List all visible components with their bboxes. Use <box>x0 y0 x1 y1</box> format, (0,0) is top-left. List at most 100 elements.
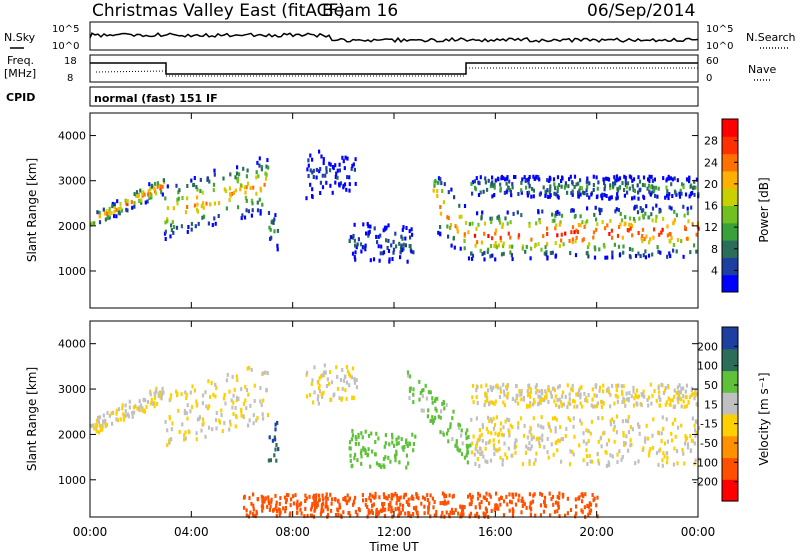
data-cell <box>351 395 354 400</box>
data-cell <box>637 251 640 256</box>
data-cell <box>387 507 390 512</box>
data-cell <box>520 188 523 193</box>
data-cell <box>585 428 588 433</box>
data-cell <box>478 181 481 186</box>
data-cell <box>584 492 587 497</box>
data-cell <box>409 386 412 391</box>
data-cell <box>411 494 414 499</box>
data-cell <box>248 496 251 501</box>
data-cell <box>252 492 255 497</box>
data-cell <box>511 425 514 430</box>
data-cell <box>470 502 473 506</box>
data-cell <box>514 444 518 449</box>
data-cell <box>599 208 602 213</box>
data-cell <box>660 230 663 235</box>
data-cell <box>520 213 523 218</box>
data-cell <box>547 385 550 390</box>
data-cell <box>613 439 616 444</box>
data-cell <box>690 393 693 397</box>
data-cell <box>326 507 329 512</box>
data-cell <box>148 182 151 187</box>
data-cell <box>614 209 617 214</box>
data-cell <box>115 417 118 422</box>
data-cell <box>527 180 530 185</box>
data-cell <box>652 235 655 240</box>
data-cell <box>554 211 558 215</box>
data-cell <box>268 507 271 512</box>
data-cell <box>390 505 393 510</box>
data-cell <box>623 443 626 447</box>
data-cell <box>262 398 265 403</box>
data-cell <box>198 415 202 420</box>
data-cell <box>138 198 141 203</box>
data-cell <box>372 502 375 507</box>
data-cell <box>480 214 483 219</box>
data-cell <box>398 460 401 465</box>
data-cell <box>404 243 407 248</box>
data-cell <box>243 185 246 190</box>
data-cell <box>624 215 627 220</box>
data-cell <box>530 246 533 251</box>
data-cell <box>616 188 619 193</box>
data-cell <box>591 397 594 402</box>
data-cell <box>589 502 593 507</box>
data-cell <box>677 390 680 395</box>
data-cell <box>439 415 442 420</box>
nave-tick-bottom: 0 <box>706 73 712 84</box>
data-cell <box>354 509 357 514</box>
data-cell <box>662 216 665 221</box>
data-cell <box>405 226 408 230</box>
data-cell <box>518 389 521 394</box>
data-cell <box>310 504 313 509</box>
data-cell <box>110 211 113 216</box>
data-cell <box>516 401 519 406</box>
data-cell <box>691 416 694 421</box>
data-cell <box>673 388 676 393</box>
data-cell <box>533 400 536 405</box>
data-cell <box>656 194 659 199</box>
data-cell <box>484 176 487 181</box>
data-cell <box>139 403 143 408</box>
data-cell <box>447 216 450 220</box>
beam-label: Beam 16 <box>322 1 398 21</box>
data-cell <box>364 451 367 456</box>
data-cell <box>615 430 618 435</box>
data-cell <box>357 237 360 242</box>
data-cell <box>222 176 225 181</box>
data-cell <box>558 495 561 500</box>
cpid-value: normal (fast) 151 IF <box>94 92 218 105</box>
data-cell <box>495 415 498 420</box>
data-cell <box>542 185 545 190</box>
data-cell <box>693 179 696 184</box>
data-cell <box>680 182 684 187</box>
colorbar-tick-label: 24 <box>704 156 718 169</box>
data-cell <box>554 226 557 231</box>
data-cell <box>520 389 523 394</box>
data-cell <box>457 511 460 516</box>
data-cell <box>685 404 688 409</box>
data-cell <box>201 190 204 195</box>
data-cell <box>345 365 348 369</box>
data-cell <box>155 386 158 391</box>
data-cell <box>528 391 531 396</box>
data-cell <box>609 419 612 424</box>
data-cell <box>390 509 393 514</box>
data-cell <box>528 383 531 388</box>
data-cell <box>541 492 544 497</box>
data-cell <box>586 176 589 181</box>
data-cell <box>539 400 542 405</box>
data-cell <box>127 412 130 417</box>
data-cell <box>371 494 374 499</box>
data-cell <box>535 383 538 388</box>
data-cell <box>183 411 186 416</box>
data-cell <box>276 243 279 248</box>
data-cell <box>451 437 454 442</box>
data-cell <box>395 244 398 249</box>
data-cell <box>369 464 372 469</box>
data-cell <box>684 192 688 197</box>
data-cell <box>164 196 167 201</box>
data-cell <box>470 498 473 503</box>
data-cell <box>496 385 499 390</box>
data-cell <box>378 495 381 500</box>
colorbar-swatch <box>722 257 738 276</box>
